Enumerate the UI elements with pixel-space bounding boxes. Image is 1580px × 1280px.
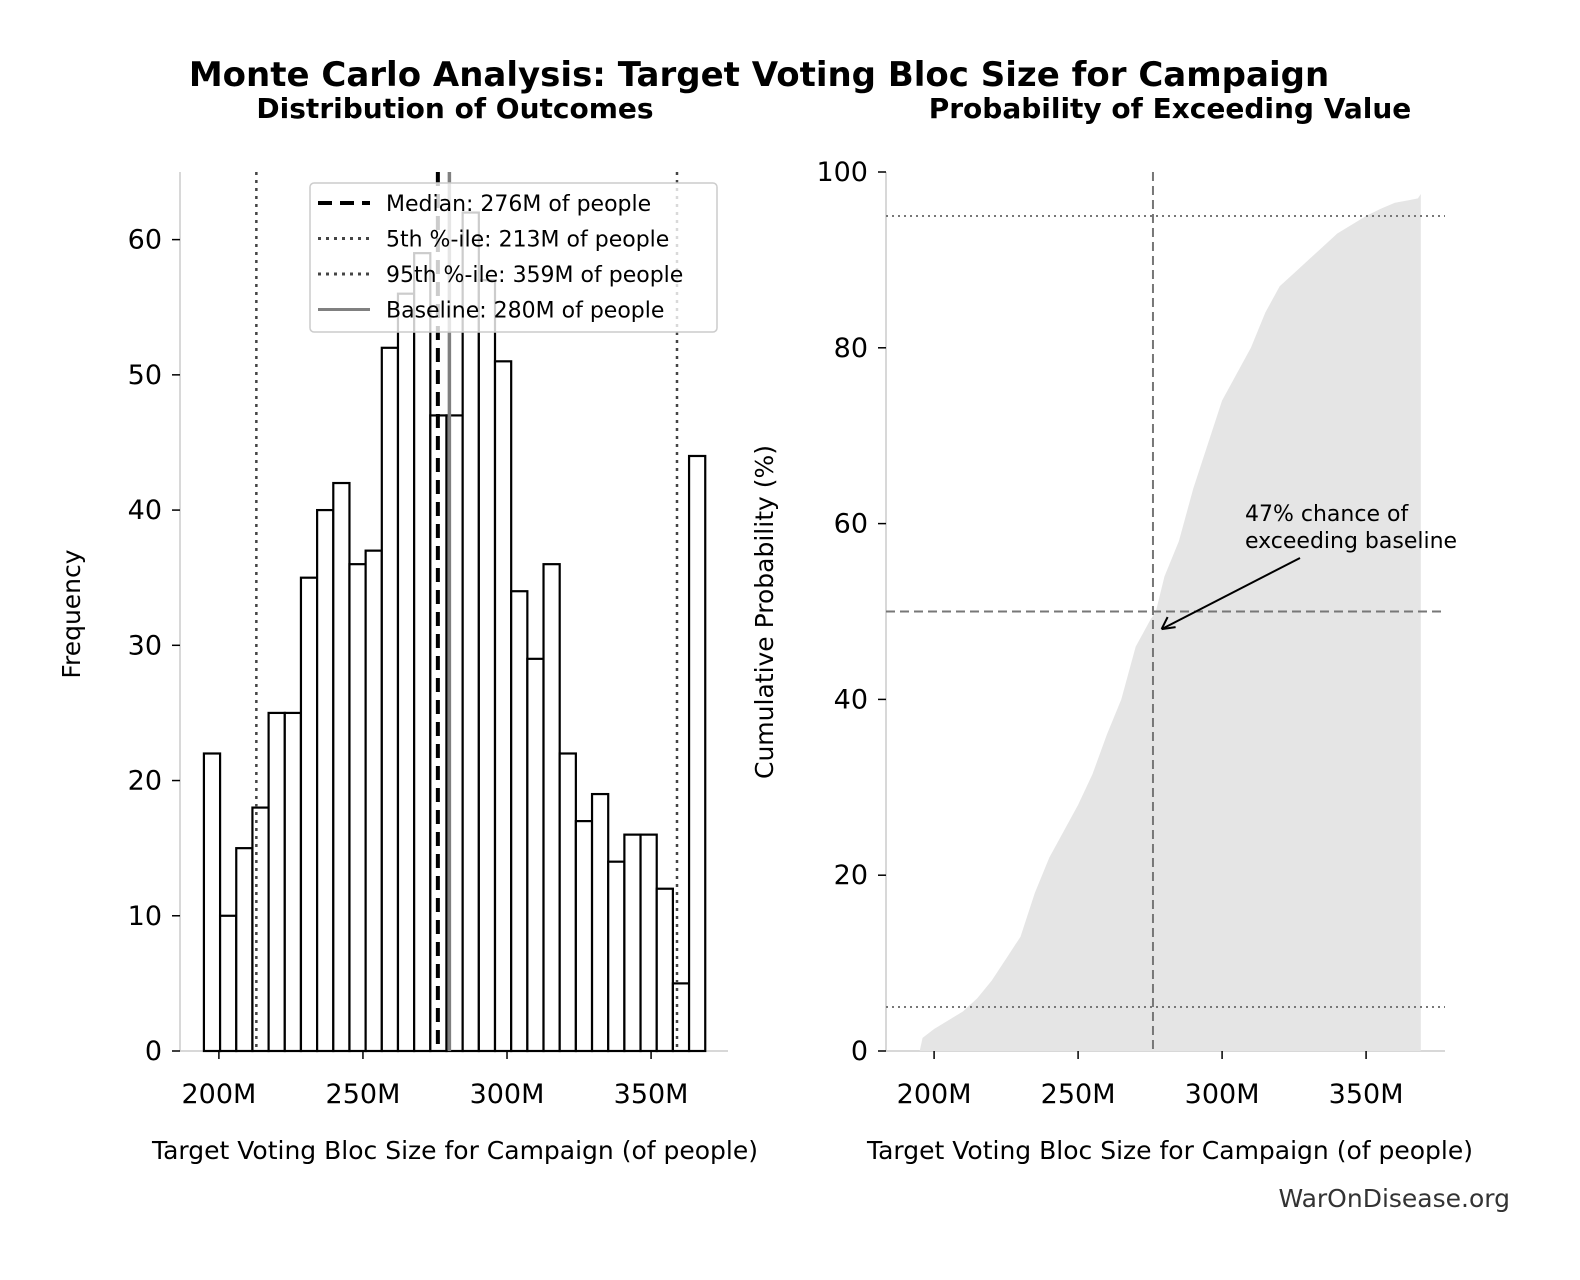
histogram-bar <box>526 657 545 1053</box>
x-tick-label: 250M <box>1041 1079 1116 1110</box>
histogram-bar <box>542 563 561 1053</box>
histogram-bar <box>590 792 610 1053</box>
y-tick-label: 30 <box>128 630 162 661</box>
y-tick-label: 40 <box>834 684 868 715</box>
histogram-bar <box>510 590 529 1053</box>
legend-label: 5th %-ile: 213M of people <box>386 228 669 253</box>
histogram-bar <box>671 982 691 1053</box>
y-tick-label: 10 <box>128 901 162 932</box>
x-tick-label: 200M <box>897 1079 972 1110</box>
legend-label: Baseline: 280M of people <box>386 299 664 324</box>
right-xlabel: Target Voting Bloc Size for Campaign (of… <box>866 1136 1473 1165</box>
histogram-bar <box>218 914 238 1053</box>
x-tick-label: 300M <box>470 1079 545 1110</box>
histogram-bar <box>332 481 351 1053</box>
histogram-bar <box>623 833 642 1053</box>
histogram-axes: 200M 250M 300M 350M 0 10 20 30 40 50 60 Median: 276… <box>128 172 728 1110</box>
left-title: Distribution of Outcomes <box>256 92 653 125</box>
histogram-bar <box>235 847 254 1053</box>
legend-label: 95th %-ile: 359M of people <box>386 263 683 288</box>
histogram-bar <box>299 576 319 1053</box>
y-tick-label: 0 <box>145 1036 162 1067</box>
legend-frame <box>309 182 718 333</box>
histogram-bar <box>607 860 626 1053</box>
annotation-arrow <box>1161 557 1301 630</box>
histogram-bar <box>493 360 513 1053</box>
left-ylabel: Frequency <box>57 549 86 678</box>
histogram-bar <box>283 711 303 1053</box>
histogram-bar <box>267 711 286 1053</box>
histogram-bar <box>251 806 270 1053</box>
histogram-bar <box>316 508 335 1053</box>
y-tick-label: 60 <box>834 509 868 540</box>
left-xlabel: Target Voting Bloc Size for Campaign (of… <box>151 1136 758 1165</box>
y-tick-label: 50 <box>128 360 162 391</box>
y-tick-label: 20 <box>834 860 868 891</box>
y-tick-label: 20 <box>128 766 162 797</box>
histogram-bar <box>396 292 416 1053</box>
figure-suptitle: Monte Carlo Analysis: Target Voting Bloc… <box>189 55 1329 95</box>
footer-watermark: WarOnDisease.org <box>1278 1184 1510 1213</box>
y-tick-label: 60 <box>128 225 162 256</box>
histogram-bar <box>477 279 497 1053</box>
legend-label: Median: 276M of people <box>386 192 651 217</box>
right-ylabel: Cumulative Probability (%) <box>750 445 779 779</box>
histogram-bar <box>348 563 367 1053</box>
y-tick-label: 40 <box>128 495 162 526</box>
histogram-bar <box>687 454 707 1053</box>
cdf-axes: 200M 250M 300M 350M 0 20 40 60 80 100 47% chance o… <box>816 157 1457 1110</box>
histogram-bar <box>558 752 577 1053</box>
legend: Median: 276M of people 5th %-ile: 213M of… <box>309 182 718 333</box>
annotation-arrowhead <box>1160 616 1176 631</box>
histogram-bar <box>202 752 222 1053</box>
x-tick-label: 250M <box>326 1079 401 1110</box>
histogram-bar <box>413 252 432 1053</box>
y-tick-label: 0 <box>851 1036 868 1067</box>
histogram-bar <box>655 887 674 1053</box>
histogram-bar <box>364 549 383 1053</box>
histogram-bar <box>461 211 480 1053</box>
annotation-text: exceeding baseline <box>1245 529 1457 554</box>
y-tick-label: 80 <box>834 333 868 364</box>
y-tick-label: 100 <box>816 157 868 188</box>
histogram-bar <box>574 820 594 1053</box>
annotation-text: 47% chance of <box>1245 502 1409 527</box>
x-tick-label: 350M <box>614 1079 689 1110</box>
histogram-bar <box>380 346 400 1053</box>
histogram-bar <box>639 833 658 1053</box>
x-tick-label: 350M <box>1329 1079 1404 1110</box>
right-title: Probability of Exceeding Value <box>929 92 1412 125</box>
x-tick-label: 300M <box>1185 1079 1260 1110</box>
x-tick-label: 200M <box>181 1079 256 1110</box>
